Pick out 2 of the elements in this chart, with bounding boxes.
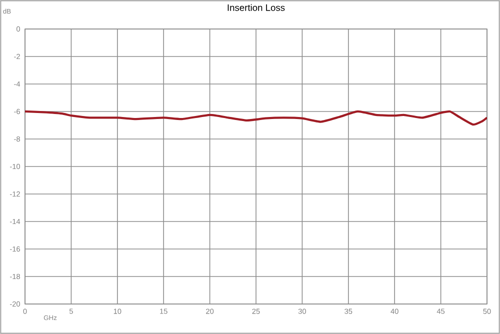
line-series — [25, 110, 487, 126]
chart-title: Insertion Loss — [228, 4, 285, 11]
